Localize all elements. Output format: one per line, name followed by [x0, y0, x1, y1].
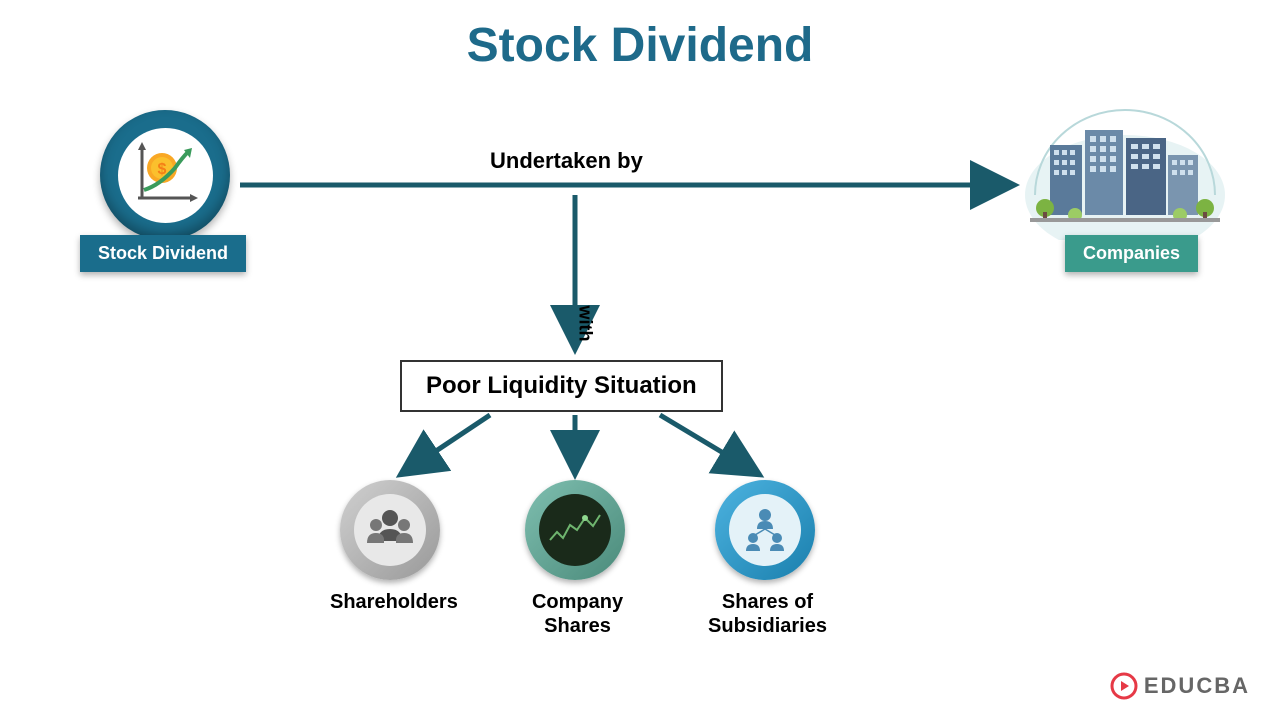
- buildings-icon: [1020, 100, 1230, 240]
- label-stock-dividend: Stock Dividend: [80, 235, 246, 272]
- label-companies: Companies: [1065, 235, 1198, 272]
- logo-text: EDUCBA: [1144, 673, 1250, 699]
- box-poor-liquidity: Poor Liquidity Situation: [400, 360, 723, 412]
- company-shares-ring: [525, 480, 625, 580]
- label-undertaken-by: Undertaken by: [490, 148, 643, 174]
- stock-dividend-ring: $: [100, 110, 230, 240]
- node-companies: [1020, 100, 1230, 245]
- label-company-shares: Company Shares: [520, 590, 635, 638]
- logo-icon: [1110, 672, 1138, 700]
- logo: EDUCBA: [1110, 672, 1250, 700]
- label-with: with: [575, 306, 596, 342]
- org-people-icon: [738, 503, 793, 558]
- subsidiaries-ring: [715, 480, 815, 580]
- edge-branch-right: [660, 415, 760, 475]
- edge-branch-left: [400, 415, 490, 475]
- stock-line-icon: [545, 500, 605, 560]
- label-subsidiaries: Shares of Subsidiaries: [700, 590, 835, 638]
- chart-coin-icon: $: [130, 140, 200, 210]
- label-shareholders: Shareholders: [330, 590, 455, 614]
- shareholders-ring: [340, 480, 440, 580]
- people-icon: [363, 503, 418, 558]
